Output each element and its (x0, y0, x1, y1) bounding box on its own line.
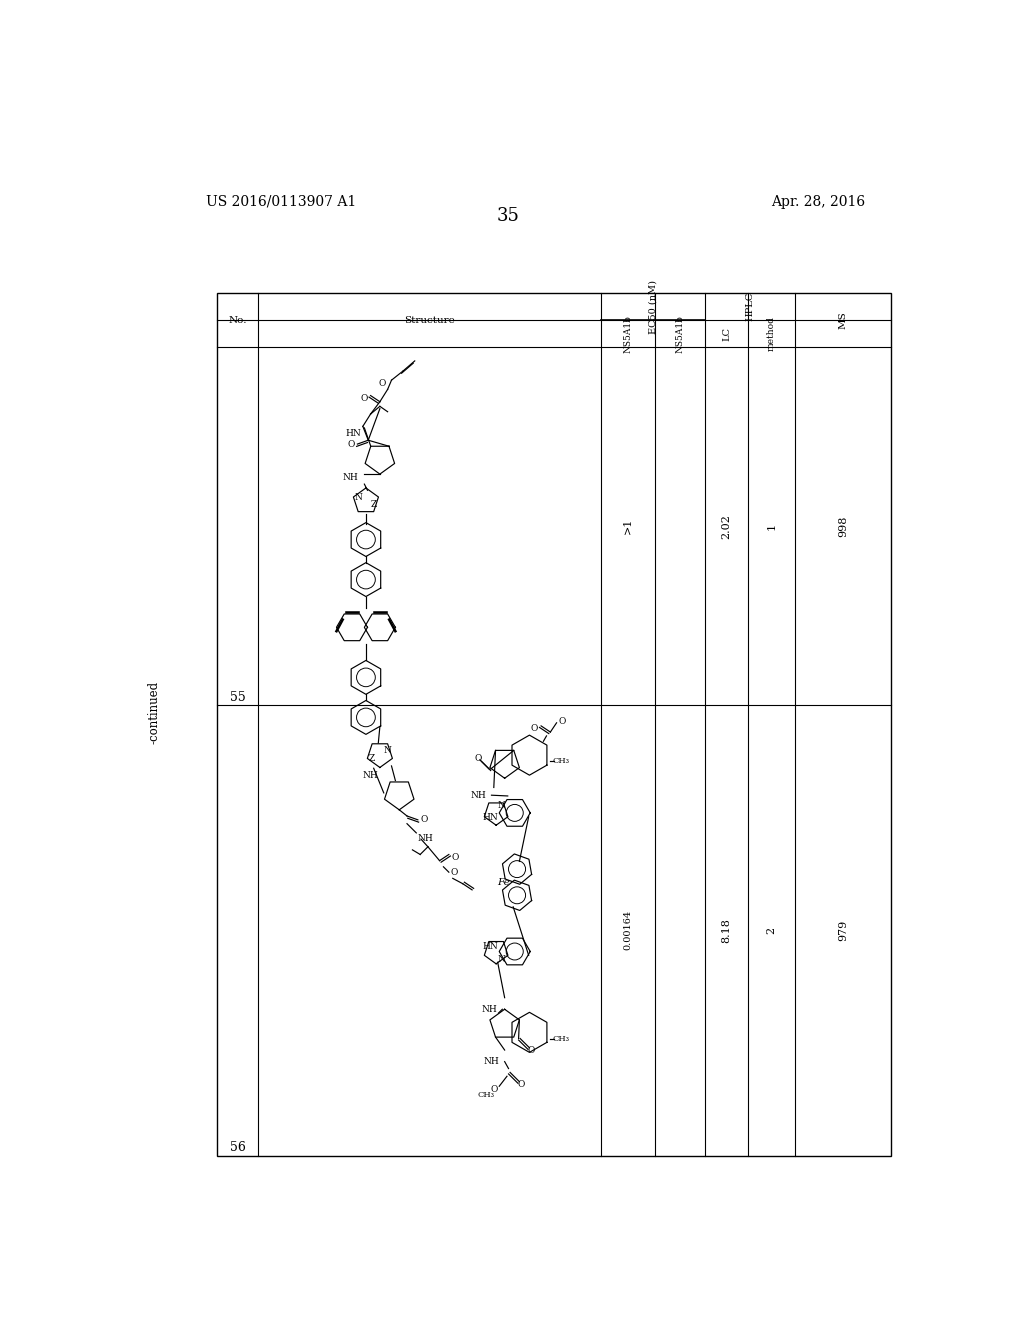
Text: O: O (530, 725, 538, 734)
Text: No.: No. (228, 315, 247, 325)
Text: Structure: Structure (404, 315, 455, 325)
Text: CH₃: CH₃ (553, 758, 569, 766)
Text: N: N (354, 492, 362, 502)
Text: CH₃: CH₃ (477, 1092, 495, 1100)
Text: -continued: -continued (147, 681, 160, 744)
Text: HN: HN (345, 429, 361, 438)
Text: MS: MS (839, 312, 848, 329)
Text: 979: 979 (838, 920, 848, 941)
Text: 998: 998 (838, 515, 848, 537)
Text: 35: 35 (497, 207, 519, 226)
Bar (217, 293, 891, 1155)
Text: O: O (517, 1080, 524, 1089)
Text: NH: NH (481, 1005, 497, 1014)
Text: HN: HN (482, 942, 498, 952)
Text: N: N (384, 746, 391, 755)
Text: O: O (360, 395, 368, 403)
Text: NH: NH (470, 791, 486, 800)
Text: NH: NH (362, 771, 378, 780)
Text: 1: 1 (766, 523, 776, 529)
Text: NH: NH (418, 834, 433, 843)
Text: >1: >1 (623, 517, 633, 535)
Text: LC: LC (722, 326, 731, 341)
Text: NH: NH (342, 474, 358, 482)
Text: Fe: Fe (498, 878, 510, 887)
Text: N: N (498, 954, 506, 964)
Text: NH: NH (483, 1057, 500, 1067)
Text: Apr. 28, 2016: Apr. 28, 2016 (771, 194, 865, 209)
Text: EC50 (nM): EC50 (nM) (648, 280, 657, 334)
Text: Z: Z (371, 500, 377, 510)
Text: 55: 55 (229, 690, 246, 704)
Text: 2.02: 2.02 (722, 513, 732, 539)
Text: O: O (379, 379, 386, 388)
Text: NS5A1b: NS5A1b (676, 314, 685, 352)
Text: 56: 56 (229, 1142, 246, 1155)
Text: method: method (767, 315, 776, 351)
Text: HPLC: HPLC (745, 292, 755, 321)
Text: CH₃: CH₃ (553, 1035, 569, 1043)
Text: US 2016/0113907 A1: US 2016/0113907 A1 (206, 194, 355, 209)
Text: O: O (527, 1047, 535, 1055)
Text: HN: HN (482, 813, 498, 822)
Text: 2: 2 (766, 927, 776, 933)
Text: O: O (474, 754, 482, 763)
Text: O: O (558, 717, 565, 726)
Text: 0.00164: 0.00164 (624, 911, 633, 950)
Text: NS5A1b: NS5A1b (624, 314, 633, 352)
Text: O: O (348, 440, 355, 449)
Text: N: N (498, 801, 506, 809)
Text: 8.18: 8.18 (722, 917, 732, 942)
Text: O: O (451, 867, 458, 876)
Text: O: O (490, 1085, 498, 1094)
Text: Z: Z (369, 754, 375, 763)
Text: O: O (452, 853, 460, 862)
Text: O: O (420, 816, 428, 824)
